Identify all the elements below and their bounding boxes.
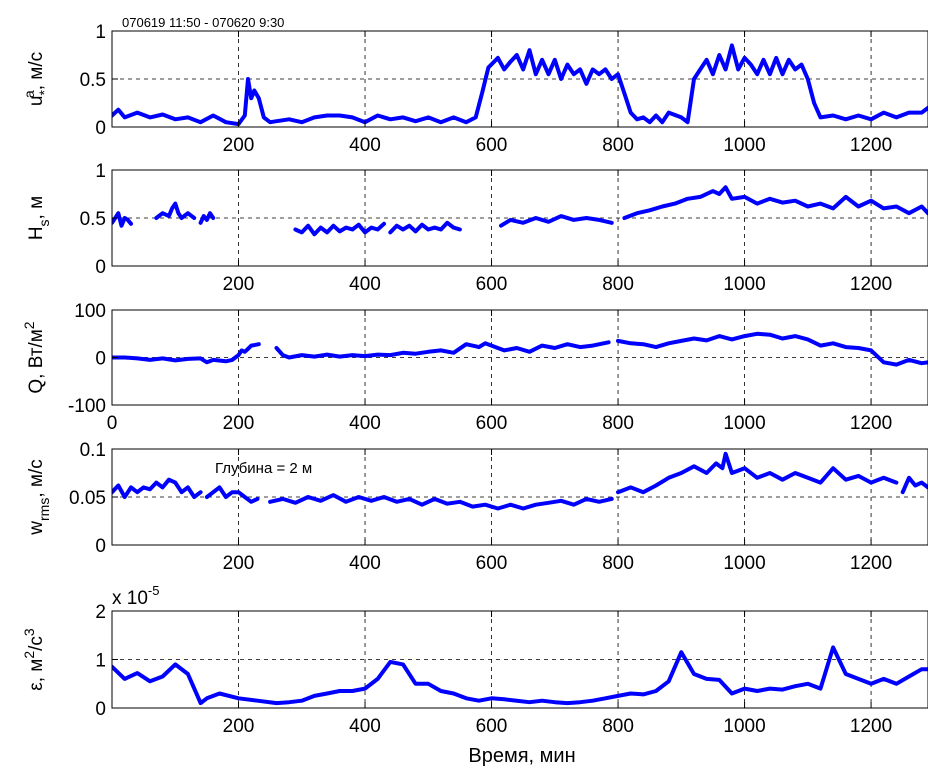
y-tick-label: 0 — [95, 349, 106, 370]
x-tick-label: 1200 — [850, 413, 892, 434]
series-line-1 — [112, 477, 203, 499]
x-tick-label: 1000 — [723, 274, 765, 295]
x-tick-label: 1200 — [850, 274, 892, 295]
x-tick-label: 1200 — [850, 135, 892, 156]
x-tick-label: 400 — [349, 274, 381, 295]
x-tick-label: 800 — [602, 274, 634, 295]
x-tick-label: 1200 — [850, 716, 892, 737]
x-tick-label: 1000 — [723, 413, 765, 434]
y-axis-label-rest: , м/с — [26, 52, 47, 90]
y-axis-label: Q, Вт/м2 — [21, 321, 47, 393]
x-tick-label: 400 — [349, 413, 381, 434]
x-tick-label: 800 — [602, 135, 634, 156]
x-tick-label: 1200 — [850, 553, 892, 574]
y-tick-label: 1 — [95, 651, 106, 672]
series-line-1 — [112, 43, 928, 127]
x-tick-label: 800 — [602, 716, 634, 737]
figure-header: 070619 11:50 - 070620 9:30 — [122, 15, 284, 30]
x-tick-label: 800 — [602, 413, 634, 434]
x-tick-label: 1000 — [723, 553, 765, 574]
y-axis-label-rest: , м/с — [26, 459, 47, 497]
y-tick-label: 0 — [95, 536, 106, 557]
series-line-4 — [616, 451, 899, 495]
y-tick-label: 0 — [95, 699, 106, 720]
x-tick-label: 600 — [476, 716, 508, 737]
series-line-1 — [112, 645, 928, 706]
series-line-2 — [154, 201, 197, 220]
y-axis-label-sup: 2 — [21, 651, 37, 659]
y-tick-label: 100 — [74, 301, 106, 322]
x-tick-label: 400 — [349, 716, 381, 737]
y-tick-label: 1 — [95, 22, 106, 43]
series-line-3 — [198, 211, 216, 225]
series-line-2 — [204, 485, 260, 504]
x-tick-label: 0 — [107, 413, 118, 434]
y-tick-label: 2 — [95, 602, 106, 623]
y-tick-label: 0.05 — [69, 488, 106, 509]
series-line-2 — [274, 340, 611, 360]
series-line-5 — [900, 475, 928, 495]
y-axis-label-rest: /с — [26, 636, 47, 651]
y-axis-label-rest: , м — [26, 196, 47, 220]
series-line-3 — [616, 331, 928, 367]
y-axis-label: wrms, м/с — [26, 459, 52, 535]
y-tick-label: -100 — [68, 396, 106, 417]
series-line-6 — [499, 214, 614, 228]
x-tick-label: 1000 — [723, 135, 765, 156]
panel-2: 200 400 600 800 1000 1200 0 0.5 1 Hs, м — [26, 161, 928, 295]
y-axis-label-main: ε, м — [26, 659, 47, 691]
series-line-5 — [388, 220, 462, 235]
y-tick-label: 0.5 — [80, 70, 106, 91]
y-axis-label-main: w — [26, 521, 47, 536]
y-axis-label-sup2: 3 — [21, 628, 37, 636]
y-axis-label-sub: * — [36, 90, 52, 96]
x-tick-label: 1000 — [723, 716, 765, 737]
x-tick-label: 600 — [476, 413, 508, 434]
x-axis-label: Время, мин — [468, 745, 575, 767]
exponent-base: x 10 — [112, 588, 148, 609]
y-axis-label-main: Q, Вт/м — [26, 329, 47, 393]
exponent-label: x 10-5 — [112, 583, 159, 609]
x-tick-label: 600 — [476, 274, 508, 295]
series-line-7 — [622, 185, 928, 220]
series-line-1 — [112, 342, 261, 365]
panel-4: 200 400 600 800 1000 1200 0 0.05 0.1 wrms, м/с Глу… — [26, 440, 928, 574]
x-tick-label: 200 — [223, 413, 255, 434]
x-tick-label: 600 — [476, 553, 508, 574]
x-tick-label: 400 — [349, 135, 381, 156]
exponent-power: -5 — [148, 583, 160, 598]
x-tick-label: 600 — [476, 135, 508, 156]
y-tick-label: 0.5 — [80, 209, 106, 230]
y-axis-label-main: u — [26, 96, 47, 107]
x-tick-label: 400 — [349, 553, 381, 574]
panel-1: 200 400 600 800 1000 1200 0 0.5 1 u*a, м/с — [21, 22, 928, 156]
series-line-3 — [268, 493, 614, 511]
y-axis-label-sup: 2 — [21, 321, 37, 329]
y-axis-label-sub: rms — [36, 498, 52, 521]
series-line-4 — [293, 221, 386, 237]
y-axis-label: Hs, м — [26, 196, 52, 240]
x-tick-label: 200 — [223, 135, 255, 156]
y-tick-label: 1 — [95, 161, 106, 182]
x-tick-label: 200 — [223, 274, 255, 295]
x-tick-label: 800 — [602, 553, 634, 574]
y-tick-label: 0 — [95, 257, 106, 278]
y-axis-label-main: H — [26, 226, 47, 240]
x-tick-label: 200 — [223, 716, 255, 737]
y-axis-label: ε, м2/с3 — [21, 628, 47, 691]
y-axis-label-sup: a — [21, 90, 37, 98]
x-tick-label: 200 — [223, 553, 255, 574]
depth-annotation: Глубина = 2 м — [215, 460, 312, 477]
y-tick-label: 0.1 — [80, 440, 106, 461]
y-tick-label: 0 — [95, 118, 106, 139]
y-axis-label: u*a, м/с — [21, 52, 52, 106]
y-axis-label-sub: s — [36, 219, 52, 226]
